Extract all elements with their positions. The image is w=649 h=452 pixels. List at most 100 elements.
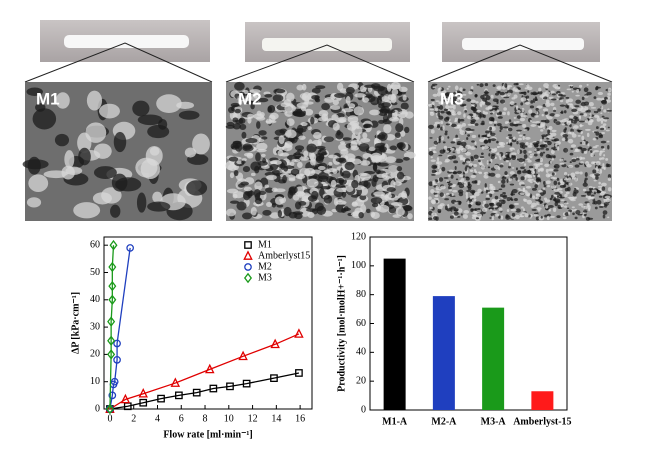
pore (270, 160, 278, 165)
x-tick-label: 4 (155, 413, 160, 424)
pore (265, 187, 274, 193)
pore (330, 105, 341, 111)
pore (604, 195, 611, 199)
pore (470, 85, 474, 90)
pore (298, 135, 306, 140)
pore (528, 214, 531, 218)
pore (595, 160, 601, 166)
pore (509, 147, 515, 152)
pore (294, 145, 305, 151)
pore (297, 161, 303, 169)
pore (86, 90, 103, 111)
pore (595, 166, 598, 169)
pore (579, 171, 583, 175)
pore (567, 164, 574, 169)
pore (299, 156, 310, 161)
pore (573, 116, 578, 120)
pore (471, 180, 478, 184)
pore (562, 134, 569, 138)
pore (370, 197, 383, 204)
point (139, 398, 148, 407)
pore (590, 196, 595, 200)
pore (301, 93, 307, 101)
pore (266, 174, 277, 181)
pore (457, 189, 464, 194)
pore (567, 196, 573, 199)
pore (511, 167, 515, 169)
pore (459, 130, 466, 135)
pore (341, 170, 351, 179)
pore (287, 189, 294, 199)
pore (582, 188, 587, 192)
pore (256, 148, 267, 153)
pore (557, 146, 560, 151)
pore (502, 126, 509, 129)
pore (566, 207, 570, 210)
pore (599, 168, 603, 174)
pore (477, 110, 481, 113)
pore (502, 195, 506, 198)
pore (539, 167, 544, 172)
pore (403, 151, 416, 159)
pore (565, 191, 570, 195)
pore (522, 124, 527, 128)
pore (285, 129, 297, 139)
pore (432, 86, 436, 89)
pore (570, 172, 576, 178)
pore (434, 121, 441, 125)
pore (518, 189, 525, 192)
pore (360, 204, 367, 214)
pore (294, 151, 301, 161)
pore (296, 124, 304, 135)
pore (335, 177, 345, 184)
pore (559, 99, 564, 103)
pore (584, 101, 590, 106)
pore (509, 183, 515, 186)
pore (85, 122, 107, 143)
pore (539, 152, 544, 157)
pore (563, 147, 569, 153)
pore (578, 203, 584, 206)
pore (344, 161, 355, 171)
pore (383, 124, 392, 134)
pore (362, 132, 368, 139)
pore (395, 206, 405, 217)
pore (582, 182, 588, 187)
pore (429, 108, 434, 111)
pore (435, 216, 439, 221)
point (209, 384, 218, 393)
y-tick-label: 20 (356, 375, 366, 386)
pore (456, 170, 462, 175)
pore (488, 120, 493, 124)
pore (230, 142, 239, 150)
pore (445, 180, 450, 182)
pore (430, 146, 437, 150)
pore (464, 166, 468, 172)
pore (519, 117, 526, 122)
pore (533, 153, 538, 157)
pore (600, 145, 605, 149)
pore (592, 186, 596, 189)
pore (465, 194, 469, 200)
pore (494, 207, 498, 210)
pore (304, 167, 316, 177)
pore (581, 96, 585, 101)
pore (536, 112, 539, 115)
pore (467, 123, 473, 126)
pore (444, 132, 448, 136)
pore (584, 179, 587, 184)
pore (264, 184, 270, 189)
point (192, 388, 201, 397)
pore (278, 135, 285, 145)
pore (321, 102, 330, 111)
pore (518, 157, 524, 163)
pore (247, 116, 252, 124)
pore (241, 160, 246, 164)
pore (542, 108, 549, 112)
pore (567, 173, 570, 177)
pore (485, 101, 491, 106)
pore (601, 166, 606, 169)
pore (463, 210, 470, 214)
pore (508, 162, 511, 167)
pore (295, 190, 306, 197)
